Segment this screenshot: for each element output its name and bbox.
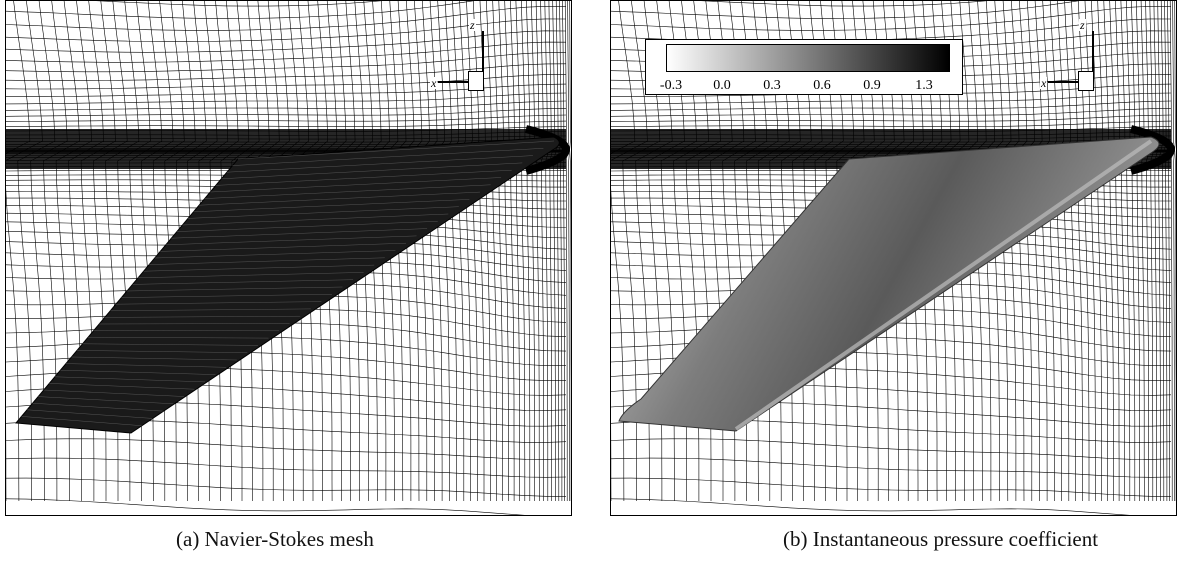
axes-triad: z x bbox=[1034, 1, 1094, 101]
leading-edge-arc bbox=[524, 125, 570, 175]
colorbar-legend: -0.3 0.0 0.3 0.6 0.9 1.3 bbox=[645, 39, 963, 95]
axes-triad: z x bbox=[424, 1, 484, 101]
colorbar-gradient bbox=[666, 44, 950, 72]
leading-edge-arc bbox=[1129, 125, 1175, 175]
colorbar-tick-label: 1.3 bbox=[915, 78, 933, 93]
wing-leading-edge-highlight bbox=[734, 139, 1153, 431]
colorbar-tick-label: 0.3 bbox=[763, 78, 781, 93]
triad-origin-box bbox=[468, 71, 484, 91]
triad-z-axis-line bbox=[482, 31, 484, 71]
axis-x-label: x bbox=[1040, 76, 1048, 90]
axis-z-label: z bbox=[469, 18, 476, 32]
axis-x-label: x bbox=[430, 76, 438, 90]
wing-surface bbox=[14, 136, 560, 434]
pressure-panel: z x -0.3 0.0 0.3 0.6 0.9 1.3 bbox=[610, 0, 1177, 516]
triad-x-axis-line bbox=[438, 81, 470, 83]
triad-z-axis-line bbox=[1092, 31, 1094, 71]
colorbar-tick-label: 0.6 bbox=[813, 78, 831, 93]
triad-x-axis-line bbox=[1048, 81, 1080, 83]
colorbar-tick-label: -0.3 bbox=[659, 78, 683, 93]
mesh-panel: z x bbox=[5, 0, 572, 516]
figure-caption-a: (a) Navier-Stokes mesh bbox=[176, 527, 374, 551]
mesh-plot bbox=[6, 1, 571, 515]
colorbar-tick-label: 0.0 bbox=[713, 78, 731, 93]
axis-z-label: z bbox=[1079, 18, 1086, 32]
colorbar-tick-label: 0.9 bbox=[863, 78, 881, 93]
figure-caption-b: (b) Instantaneous pressure coefficient bbox=[783, 527, 1099, 551]
triad-origin-box bbox=[1078, 71, 1094, 91]
wing-mesh-lines bbox=[21, 140, 555, 426]
wing-pressure-surface bbox=[618, 136, 1160, 432]
